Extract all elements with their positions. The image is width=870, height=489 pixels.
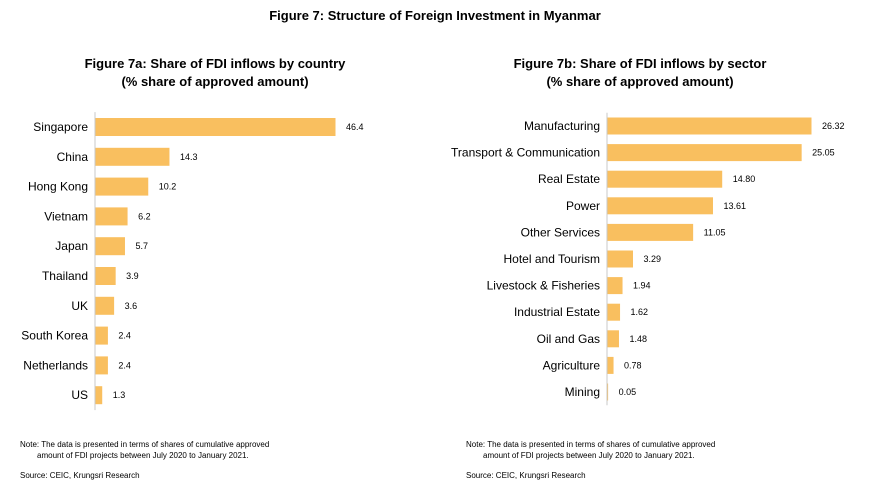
bar bbox=[607, 383, 609, 401]
chart-title-line2: (% share of approved amount) bbox=[546, 74, 734, 89]
data-label: 1.3 bbox=[113, 390, 126, 400]
data-label: 46.4 bbox=[346, 122, 364, 132]
bar bbox=[607, 277, 623, 295]
category-label: Mining bbox=[565, 385, 600, 399]
bar bbox=[95, 147, 170, 166]
category-label: Livestock & Fisheries bbox=[487, 279, 600, 293]
chart-title-line2: (% share of approved amount) bbox=[121, 74, 309, 89]
data-label: 5.7 bbox=[135, 241, 148, 251]
category-label: US bbox=[71, 388, 88, 402]
data-label: 3.6 bbox=[125, 301, 138, 311]
chart-title-line1: Figure 7b: Share of FDI inflows by secto… bbox=[513, 56, 767, 71]
category-label: Oil and Gas bbox=[537, 332, 600, 346]
category-label: Manufacturing bbox=[524, 119, 600, 133]
category-label: Vietnam bbox=[44, 209, 88, 223]
bar bbox=[95, 237, 125, 256]
bar-chart-country: Singapore 46.4 China 14.3 Hong Kong 10.2 Vietn… bbox=[21, 112, 364, 411]
note-line: amount of FDI projects between July 2020… bbox=[37, 451, 249, 460]
category-label: South Korea bbox=[21, 329, 88, 343]
bar bbox=[95, 356, 108, 375]
chart-panel-sector: Figure 7b: Share of FDI inflows by secto… bbox=[435, 50, 870, 420]
data-label: 11.05 bbox=[704, 227, 726, 237]
data-label: 1.62 bbox=[631, 307, 649, 317]
chart-title-country: Figure 7a: Share of FDI inflows by count… bbox=[0, 55, 430, 91]
chart-title-sector: Figure 7b: Share of FDI inflows by secto… bbox=[435, 55, 845, 91]
category-label: Singapore bbox=[33, 120, 88, 134]
bar bbox=[95, 326, 108, 345]
chart-note-country: Note: The data is presented in terms of … bbox=[20, 439, 269, 461]
bar bbox=[95, 386, 103, 405]
bar bbox=[95, 207, 128, 226]
data-label: 0.78 bbox=[624, 360, 642, 370]
category-label: Transport & Communication bbox=[451, 146, 600, 160]
page-title: Figure 7: Structure of Foreign Investmen… bbox=[269, 8, 601, 23]
bar bbox=[607, 356, 614, 374]
category-label: Agriculture bbox=[543, 358, 601, 372]
data-label: 3.29 bbox=[644, 254, 662, 264]
data-label: 26.32 bbox=[822, 121, 845, 131]
category-label: Real Estate bbox=[538, 172, 600, 186]
data-label: 3.9 bbox=[126, 271, 139, 281]
note-line: Note: The data is presented in terms of … bbox=[466, 440, 716, 449]
bar bbox=[607, 223, 694, 241]
chart-source-country: Source: CEIC, Krungsri Research bbox=[20, 471, 140, 480]
category-label: Industrial Estate bbox=[514, 305, 600, 319]
chart-panel-country: Figure 7a: Share of FDI inflows by count… bbox=[0, 50, 435, 420]
chart-note-sector: Note: The data is presented in terms of … bbox=[466, 439, 715, 461]
bar bbox=[95, 296, 115, 315]
note-line: Note: The data is presented in terms of … bbox=[20, 440, 270, 449]
bar bbox=[95, 177, 149, 196]
bar bbox=[607, 197, 713, 215]
data-label: 6.2 bbox=[138, 211, 151, 221]
category-label: UK bbox=[71, 299, 88, 313]
bar-chart-sector: Manufacturing 26.32 Transport & Communicat… bbox=[451, 112, 845, 406]
category-label: Thailand bbox=[42, 269, 88, 283]
bar bbox=[607, 170, 723, 188]
category-label: China bbox=[57, 150, 89, 164]
category-label: Hong Kong bbox=[28, 180, 88, 194]
bar bbox=[607, 144, 802, 162]
data-label: 25.05 bbox=[812, 148, 835, 158]
data-label: 14.3 bbox=[180, 152, 198, 162]
data-label: 14.80 bbox=[733, 174, 756, 184]
chart-source-sector: Source: CEIC, Krungsri Research bbox=[466, 471, 586, 480]
data-label: 1.94 bbox=[633, 281, 651, 291]
category-label: Other Services bbox=[521, 225, 600, 239]
bar bbox=[607, 117, 812, 135]
note-line: amount of FDI projects between July 2020… bbox=[483, 451, 695, 460]
data-label: 13.61 bbox=[723, 201, 746, 211]
category-label: Japan bbox=[55, 239, 88, 253]
bar bbox=[607, 330, 619, 348]
data-label: 2.4 bbox=[118, 331, 131, 341]
category-label: Power bbox=[566, 199, 600, 213]
data-label: 1.48 bbox=[629, 334, 647, 344]
bar bbox=[95, 118, 336, 136]
bar bbox=[607, 250, 633, 268]
chart-title-line1: Figure 7a: Share of FDI inflows by count… bbox=[84, 56, 346, 71]
data-label: 10.2 bbox=[159, 182, 177, 192]
data-label: 2.4 bbox=[118, 360, 131, 370]
bar bbox=[607, 303, 621, 321]
data-label: 0.05 bbox=[619, 387, 637, 397]
category-label: Netherlands bbox=[23, 358, 88, 372]
category-label: Hotel and Tourism bbox=[504, 252, 601, 266]
bar bbox=[95, 267, 116, 285]
